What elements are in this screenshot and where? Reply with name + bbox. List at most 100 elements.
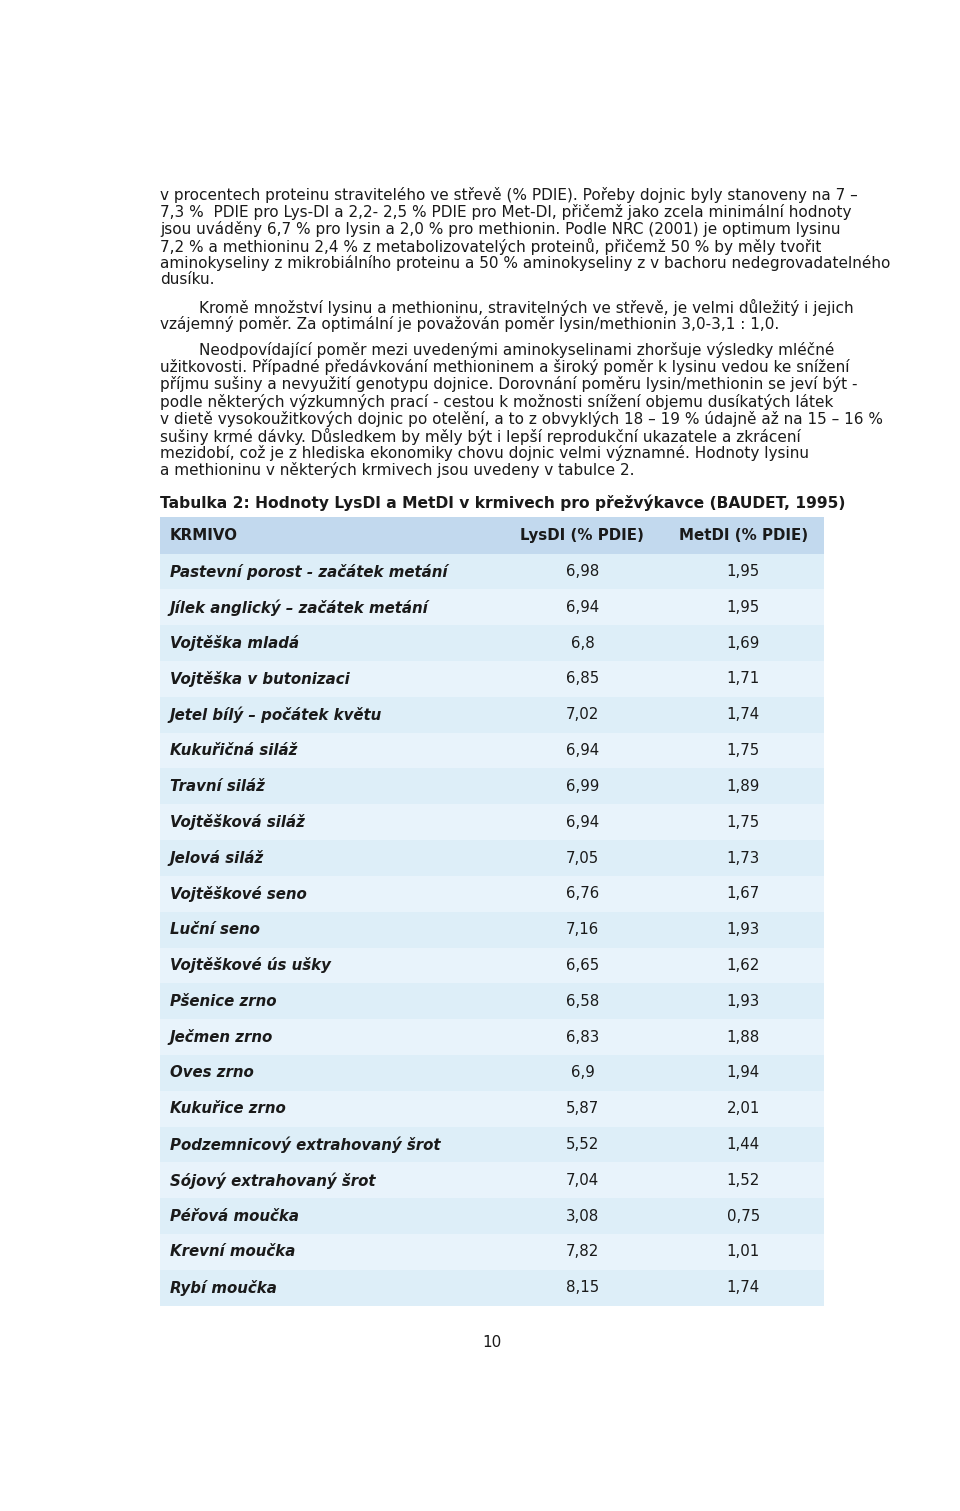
Text: 6,94: 6,94 xyxy=(565,814,599,830)
Text: 3,08: 3,08 xyxy=(565,1209,599,1224)
Text: Tabulka 2: Hodnoty LysDI a MetDI v krmivech pro přežvýkavce (BAUDET, 1995): Tabulka 2: Hodnoty LysDI a MetDI v krmiv… xyxy=(160,494,846,511)
Text: Kukuřičná siláž: Kukuřičná siláž xyxy=(170,743,297,759)
Bar xyxy=(160,589,824,626)
Text: Vojtěšková siláž: Vojtěšková siláž xyxy=(170,814,304,830)
Text: Krevní moučka: Krevní moučka xyxy=(170,1245,295,1259)
Text: 6,94: 6,94 xyxy=(565,600,599,615)
Text: 1,75: 1,75 xyxy=(727,814,760,830)
Text: sušiny krmé dávky. Důsledkem by měly být i lepší reprodukční ukazatele a zkrácen: sušiny krmé dávky. Důsledkem by měly být… xyxy=(160,428,801,444)
Text: mezidobí, což je z hlediska ekonomiky chovu dojnic velmi významné. Hodnoty lysin: mezidobí, což je z hlediska ekonomiky ch… xyxy=(160,444,809,461)
Text: 6,99: 6,99 xyxy=(565,778,599,793)
Text: 1,69: 1,69 xyxy=(727,636,760,651)
Text: jsou uváděny 6,7 % pro lysin a 2,0 % pro methionin. Podle NRC (2001) je optimum : jsou uváděny 6,7 % pro lysin a 2,0 % pro… xyxy=(160,221,841,237)
Text: 1,67: 1,67 xyxy=(727,887,760,902)
Bar xyxy=(160,1091,824,1127)
Text: 6,9: 6,9 xyxy=(570,1065,594,1080)
Text: LysDI (% PDIE): LysDI (% PDIE) xyxy=(520,527,644,542)
Bar xyxy=(160,1055,824,1091)
Bar xyxy=(160,840,824,876)
Text: 1,44: 1,44 xyxy=(727,1136,760,1151)
Text: Pšenice zrno: Pšenice zrno xyxy=(170,994,276,1009)
Text: 1,75: 1,75 xyxy=(727,743,760,759)
Text: 6,83: 6,83 xyxy=(565,1029,599,1044)
Text: 2,01: 2,01 xyxy=(727,1102,760,1117)
Text: 1,74: 1,74 xyxy=(727,1280,760,1295)
Text: 7,02: 7,02 xyxy=(565,707,599,722)
Text: v procentech proteinu stravitelého ve střevě (% PDIE). Pořeby dojnic byly stanov: v procentech proteinu stravitelého ve st… xyxy=(160,187,858,202)
Bar xyxy=(160,1234,824,1269)
Text: 7,3 %  PDIE pro Lys-DI a 2,2- 2,5 % PDIE pro Met-DI, přičemž jako zcela minimáln: 7,3 % PDIE pro Lys-DI a 2,2- 2,5 % PDIE … xyxy=(160,204,852,219)
Text: 6,76: 6,76 xyxy=(565,887,599,902)
Bar xyxy=(160,553,824,589)
Text: Vojtěškové seno: Vojtěškové seno xyxy=(170,885,306,902)
Text: 1,94: 1,94 xyxy=(727,1065,760,1080)
Text: dusíku.: dusíku. xyxy=(160,272,215,287)
Text: 7,16: 7,16 xyxy=(565,922,599,937)
Text: 6,98: 6,98 xyxy=(565,564,599,579)
Text: Travní siláž: Travní siláž xyxy=(170,778,264,793)
Text: Ječmen zrno: Ječmen zrno xyxy=(170,1029,273,1046)
Text: 10: 10 xyxy=(482,1334,502,1349)
Bar xyxy=(160,1269,824,1306)
Text: 6,58: 6,58 xyxy=(565,994,599,1009)
Bar xyxy=(160,769,824,804)
Bar xyxy=(160,911,824,947)
Text: 1,88: 1,88 xyxy=(727,1029,760,1044)
Text: 7,05: 7,05 xyxy=(565,851,599,866)
Text: 6,85: 6,85 xyxy=(565,671,599,686)
Bar xyxy=(160,1198,824,1234)
Bar xyxy=(160,1127,824,1162)
Text: a methioninu v některých krmivech jsou uvedeny v tabulce 2.: a methioninu v některých krmivech jsou u… xyxy=(160,462,635,477)
Text: 1,73: 1,73 xyxy=(727,851,760,866)
Text: aminokyseliny z mikrobiálního proteinu a 50 % aminokyseliny z v bachoru nedegrov: aminokyseliny z mikrobiálního proteinu a… xyxy=(160,255,891,270)
Text: KRMIVO: KRMIVO xyxy=(170,527,238,542)
Text: 8,15: 8,15 xyxy=(565,1280,599,1295)
Text: Rybí moučka: Rybí moučka xyxy=(170,1280,276,1295)
Text: 1,95: 1,95 xyxy=(727,600,760,615)
Bar xyxy=(160,626,824,662)
Text: 6,65: 6,65 xyxy=(565,958,599,973)
Text: Kukuřice zrno: Kukuřice zrno xyxy=(170,1102,285,1117)
Text: Kromě množství lysinu a methioninu, stravitelných ve střevě, je velmi důležitý i: Kromě množství lysinu a methioninu, stra… xyxy=(160,299,854,316)
Bar xyxy=(160,697,824,733)
Text: 6,8: 6,8 xyxy=(570,636,594,651)
Text: 1,62: 1,62 xyxy=(727,958,760,973)
Bar xyxy=(160,947,824,984)
Text: 1,93: 1,93 xyxy=(727,994,760,1009)
Text: Vojtěškové ús ušky: Vojtěškové ús ušky xyxy=(170,958,330,973)
Text: Vojtěška v butonizaci: Vojtěška v butonizaci xyxy=(170,671,349,688)
Text: 6,94: 6,94 xyxy=(565,743,599,759)
Text: 7,04: 7,04 xyxy=(565,1173,599,1188)
Bar xyxy=(160,662,824,697)
Text: vzájemný poměr. Za optimální je považován poměr lysin/methionin 3,0-3,1 : 1,0.: vzájemný poměr. Za optimální je považová… xyxy=(160,316,780,332)
Text: 1,74: 1,74 xyxy=(727,707,760,722)
Bar xyxy=(160,804,824,840)
Text: Sójový extrahovaný šrot: Sójový extrahovaný šrot xyxy=(170,1173,375,1189)
Text: 7,82: 7,82 xyxy=(565,1245,599,1259)
Text: podle některých výzkumných prací - cestou k možnosti snížení objemu dusíkatých l: podle některých výzkumných prací - cesto… xyxy=(160,393,833,409)
Text: Jetel bílý – počátek květu: Jetel bílý – počátek květu xyxy=(170,707,382,724)
Text: 1,52: 1,52 xyxy=(727,1173,760,1188)
Text: 5,87: 5,87 xyxy=(565,1102,599,1117)
Text: Jílek anglický – začátek metání: Jílek anglický – začátek metání xyxy=(170,600,428,615)
Text: Neodpovídající poměr mezi uvedenými aminokyselinami zhoršuje výsledky mléčné: Neodpovídající poměr mezi uvedenými amin… xyxy=(160,343,834,358)
Text: 1,01: 1,01 xyxy=(727,1245,760,1259)
Text: Pastevní porost - začátek metání: Pastevní porost - začátek metání xyxy=(170,564,447,580)
Text: 0,75: 0,75 xyxy=(727,1209,760,1224)
Text: 1,89: 1,89 xyxy=(727,778,760,793)
Text: MetDI (% PDIE): MetDI (% PDIE) xyxy=(679,527,807,542)
Text: příjmu sušiny a nevyužití genotypu dojnice. Dorovnání poměru lysin/methionin se : příjmu sušiny a nevyužití genotypu dojni… xyxy=(160,376,858,393)
Text: Vojtěška mladá: Vojtěška mladá xyxy=(170,635,299,651)
Text: užitkovosti. Případné předávkování methioninem a široký poměr k lysinu vedou ke : užitkovosti. Případné předávkování methi… xyxy=(160,360,850,375)
Text: 7,2 % a methioninu 2,4 % z metabolizovatelých proteinů, přičemž 50 % by měly tvo: 7,2 % a methioninu 2,4 % z metabolizovat… xyxy=(160,239,822,255)
Text: 1,93: 1,93 xyxy=(727,922,760,937)
Text: 1,95: 1,95 xyxy=(727,564,760,579)
Text: v dietě vysokoužitkových dojnic po otelění, a to z obvyklých 18 – 19 % údajně až: v dietě vysokoužitkových dojnic po otelě… xyxy=(160,411,883,426)
Bar xyxy=(160,1018,824,1055)
Text: Jelová siláž: Jelová siláž xyxy=(170,851,264,866)
Bar xyxy=(160,1162,824,1198)
Bar xyxy=(160,876,824,911)
Text: 1,71: 1,71 xyxy=(727,671,760,686)
Text: Oves zrno: Oves zrno xyxy=(170,1065,253,1080)
Bar xyxy=(160,733,824,769)
